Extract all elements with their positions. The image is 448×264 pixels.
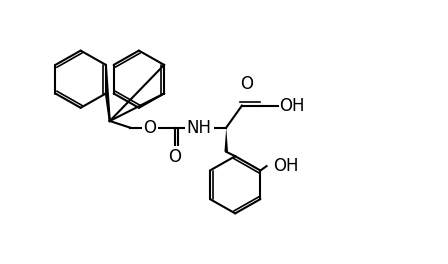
Polygon shape bbox=[224, 128, 228, 152]
Text: O: O bbox=[168, 148, 181, 166]
Text: O: O bbox=[240, 75, 253, 93]
Text: NH: NH bbox=[187, 119, 212, 136]
Text: OH: OH bbox=[279, 97, 305, 115]
Text: O: O bbox=[143, 119, 157, 136]
Text: OH: OH bbox=[273, 157, 299, 175]
